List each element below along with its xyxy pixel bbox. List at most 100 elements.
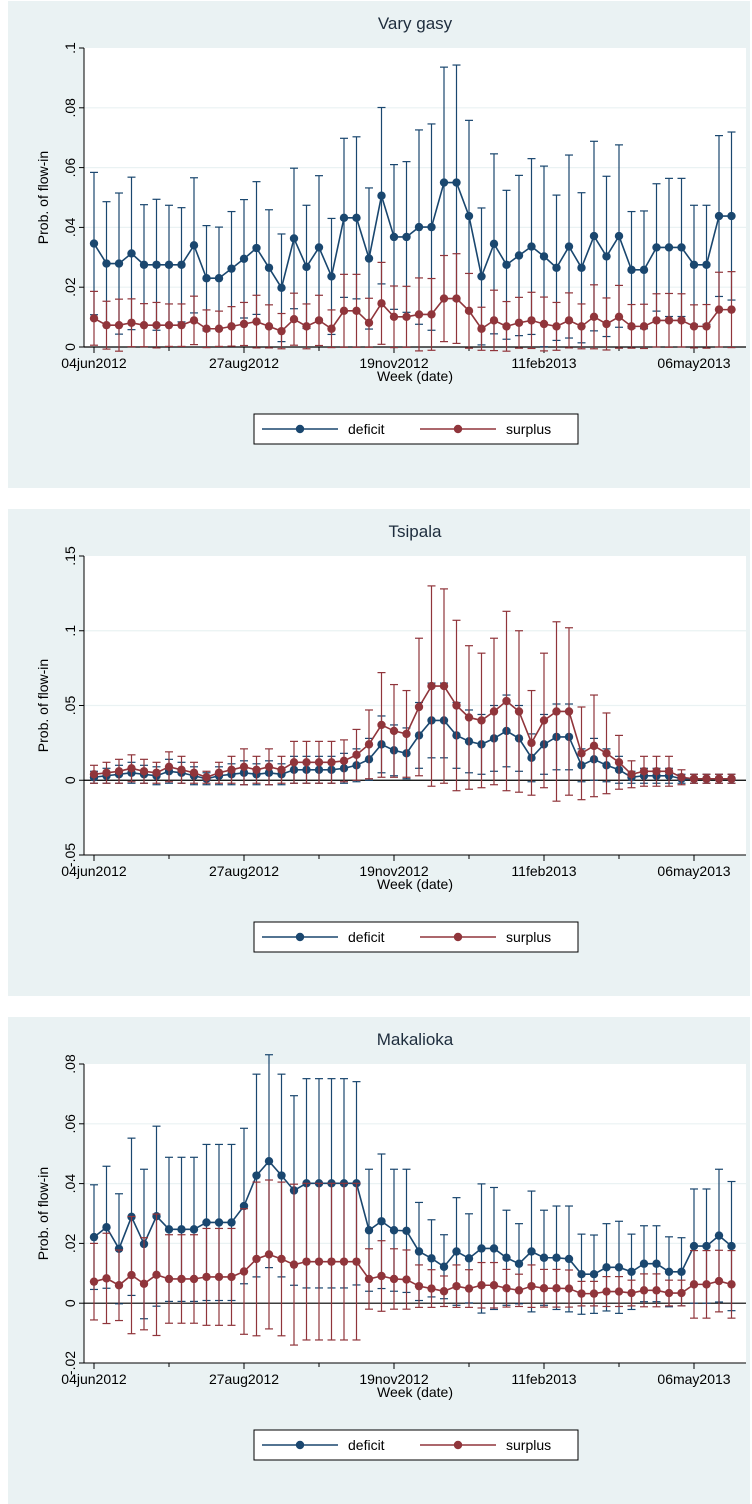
data-point <box>502 322 511 331</box>
data-point <box>514 318 524 327</box>
y-tick-label: .08 <box>62 98 78 118</box>
data-point <box>252 1254 261 1264</box>
y-axis-label: Prob. of flow-in <box>35 1167 51 1260</box>
data-point <box>202 773 211 782</box>
data-point <box>477 1281 486 1290</box>
data-point <box>302 758 311 767</box>
data-point <box>152 320 161 330</box>
data-point <box>639 265 649 275</box>
data-point <box>477 324 486 333</box>
data-point <box>377 299 386 308</box>
data-point <box>477 272 486 281</box>
data-point <box>114 1281 124 1290</box>
chart-title: Tsipala <box>389 522 442 541</box>
data-point <box>677 316 686 325</box>
data-point <box>439 681 449 691</box>
legend-swatch-marker <box>453 1440 463 1450</box>
data-point <box>277 1171 286 1180</box>
data-point <box>714 774 724 783</box>
data-point <box>114 259 124 268</box>
data-point <box>189 768 199 777</box>
data-point <box>677 1267 686 1277</box>
series-line <box>93 181 732 290</box>
data-point <box>177 260 186 269</box>
data-point <box>577 1289 586 1298</box>
data-point <box>702 1241 711 1251</box>
data-point <box>427 310 436 319</box>
data-point <box>689 774 699 783</box>
data-point <box>602 1263 611 1272</box>
data-point <box>464 713 474 722</box>
data-point <box>114 320 124 330</box>
data-point <box>514 1286 524 1295</box>
x-tick-label: 11feb2013 <box>511 355 576 371</box>
data-point <box>389 232 399 242</box>
x-tick-label: 04jun2012 <box>61 863 127 879</box>
data-point <box>527 316 536 325</box>
data-point <box>452 178 461 187</box>
series-surplus <box>89 253 736 352</box>
data-point <box>352 306 361 316</box>
data-point <box>452 1281 461 1291</box>
data-point <box>89 770 99 779</box>
data-point <box>239 762 249 771</box>
data-point <box>277 326 286 336</box>
data-point <box>614 231 624 241</box>
data-point <box>252 317 261 326</box>
data-point <box>427 681 436 691</box>
data-point <box>539 319 549 329</box>
data-point <box>552 707 561 716</box>
data-point <box>489 707 499 716</box>
data-point <box>539 1253 549 1262</box>
data-point <box>564 1284 574 1293</box>
data-point <box>152 768 161 777</box>
data-point <box>702 322 711 331</box>
data-point <box>102 320 111 330</box>
y-tick-label: .04 <box>62 1174 78 1194</box>
data-point <box>327 758 336 767</box>
data-point <box>414 1247 424 1256</box>
data-point <box>227 765 236 774</box>
data-point <box>589 1289 599 1298</box>
chart-panel-tsipala: -.05 0 .05 .1 .15 04jun2012 27aug2012 19nov2012… <box>8 509 750 996</box>
data-point <box>89 1232 99 1242</box>
data-point <box>589 1269 599 1279</box>
data-point <box>552 1253 561 1262</box>
data-point <box>489 316 499 325</box>
data-point <box>552 1284 561 1293</box>
data-point <box>264 263 274 272</box>
chart-title: Makalioka <box>377 1030 454 1049</box>
data-point <box>614 312 624 322</box>
data-point <box>264 322 274 331</box>
x-tick-label: 19nov2012 <box>359 863 429 879</box>
data-point <box>552 322 561 331</box>
data-point <box>352 213 361 223</box>
data-point <box>264 1156 274 1166</box>
plot-area <box>84 48 746 347</box>
data-point <box>114 1244 124 1253</box>
data-point <box>389 1226 399 1235</box>
data-point <box>564 316 574 325</box>
data-point <box>102 1223 111 1232</box>
legend-swatch-marker <box>295 424 305 434</box>
data-point <box>627 770 636 779</box>
data-point <box>402 312 411 322</box>
data-point <box>202 324 211 333</box>
data-point <box>127 1270 136 1280</box>
x-axis-label: Week (date) <box>377 1384 453 1400</box>
data-point <box>439 294 449 303</box>
data-point <box>477 1244 486 1253</box>
data-point <box>389 312 399 322</box>
y-tick-label: .06 <box>62 1114 78 1134</box>
data-point <box>639 1286 649 1295</box>
y-tick-label: .06 <box>62 158 78 178</box>
data-point <box>514 1259 524 1268</box>
x-tick-label: 11feb2013 <box>511 1371 576 1387</box>
data-point <box>252 765 261 774</box>
data-point <box>539 252 549 261</box>
x-tick-label: 04jun2012 <box>61 1371 127 1387</box>
data-point <box>339 756 349 766</box>
data-point <box>414 222 424 232</box>
x-tick-label: 06may2013 <box>657 863 730 879</box>
data-point <box>189 241 199 250</box>
